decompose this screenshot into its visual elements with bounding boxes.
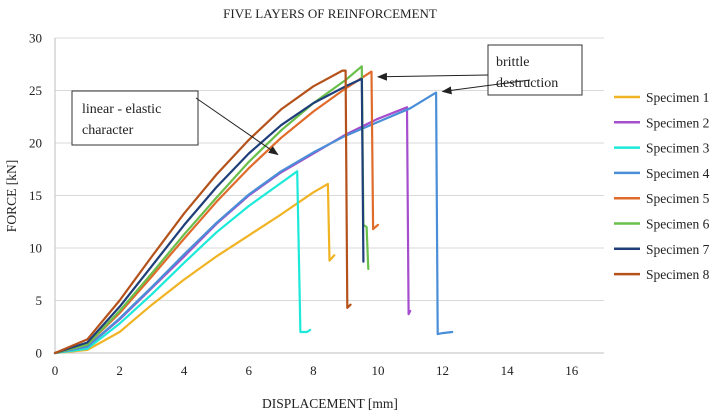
brittle-line-2: destruction <box>496 76 558 91</box>
series-line-specimen-1 <box>53 182 336 355</box>
y-tick-label: 30 <box>29 31 42 46</box>
legend-label: Specimen 7 <box>646 242 710 257</box>
linear-elastic-line-2: character <box>82 123 134 138</box>
x-tick-label: 16 <box>565 363 579 378</box>
series-line-specimen-5 <box>53 70 379 355</box>
y-tick-label: 10 <box>29 241 42 256</box>
linear-elastic-line-1: linear - elastic <box>82 102 161 117</box>
legend-label: Specimen 5 <box>646 191 710 206</box>
series-line-specimen-7 <box>53 77 365 355</box>
axes <box>54 38 604 354</box>
y-tick-label: 15 <box>29 188 42 203</box>
legend-label: Specimen 2 <box>646 115 709 130</box>
legend-label: Specimen 1 <box>646 90 709 105</box>
linear-elastic-arrow <box>195 97 279 156</box>
brittle-box <box>487 44 583 96</box>
linear-elastic-box <box>71 90 199 146</box>
legend-label: Specimen 3 <box>646 141 710 156</box>
chart-title: FIVE LAYERS OF REINFORCEMENT <box>223 6 437 21</box>
x-tick-label: 4 <box>181 363 188 378</box>
brittle-arrow-right <box>441 79 531 95</box>
x-axis-title: DISPLACEMENT [mm] <box>262 396 398 411</box>
y-tick-label: 20 <box>29 136 42 151</box>
x-tick-label: 8 <box>310 363 317 378</box>
x-tick-label: 10 <box>371 363 384 378</box>
x-tick-label: 2 <box>116 363 123 378</box>
series-line-specimen-8 <box>53 69 352 355</box>
y-tick-label: 25 <box>29 83 42 98</box>
legend-label: Specimen 4 <box>646 166 710 181</box>
annotations: linear - elastic character brittle destr… <box>71 44 583 156</box>
y-tick-labels: 0 5 10 15 20 25 30 <box>29 31 42 361</box>
legend: Specimen 1 Specimen 2 Specimen 3 Specimen 4… <box>614 90 710 282</box>
series-line-specimen-4 <box>53 91 454 355</box>
x-tick-labels: 0 2 4 6 8 10 12 14 16 <box>52 363 579 378</box>
x-tick-label: 6 <box>246 363 253 378</box>
y-tick-label: 5 <box>36 293 43 308</box>
x-tick-label: 14 <box>501 363 515 378</box>
series-line-specimen-3 <box>53 170 312 355</box>
brittle-line-1: brittle <box>496 55 529 70</box>
y-tick-label: 0 <box>36 346 43 361</box>
legend-label: Specimen 6 <box>646 217 710 232</box>
brittle-arrow-left <box>376 72 489 81</box>
x-tick-label: 0 <box>52 363 59 378</box>
y-axis-title: FORCE [kN] <box>4 160 19 232</box>
x-tick-label: 12 <box>436 363 449 378</box>
legend-label: Specimen 8 <box>646 267 710 282</box>
